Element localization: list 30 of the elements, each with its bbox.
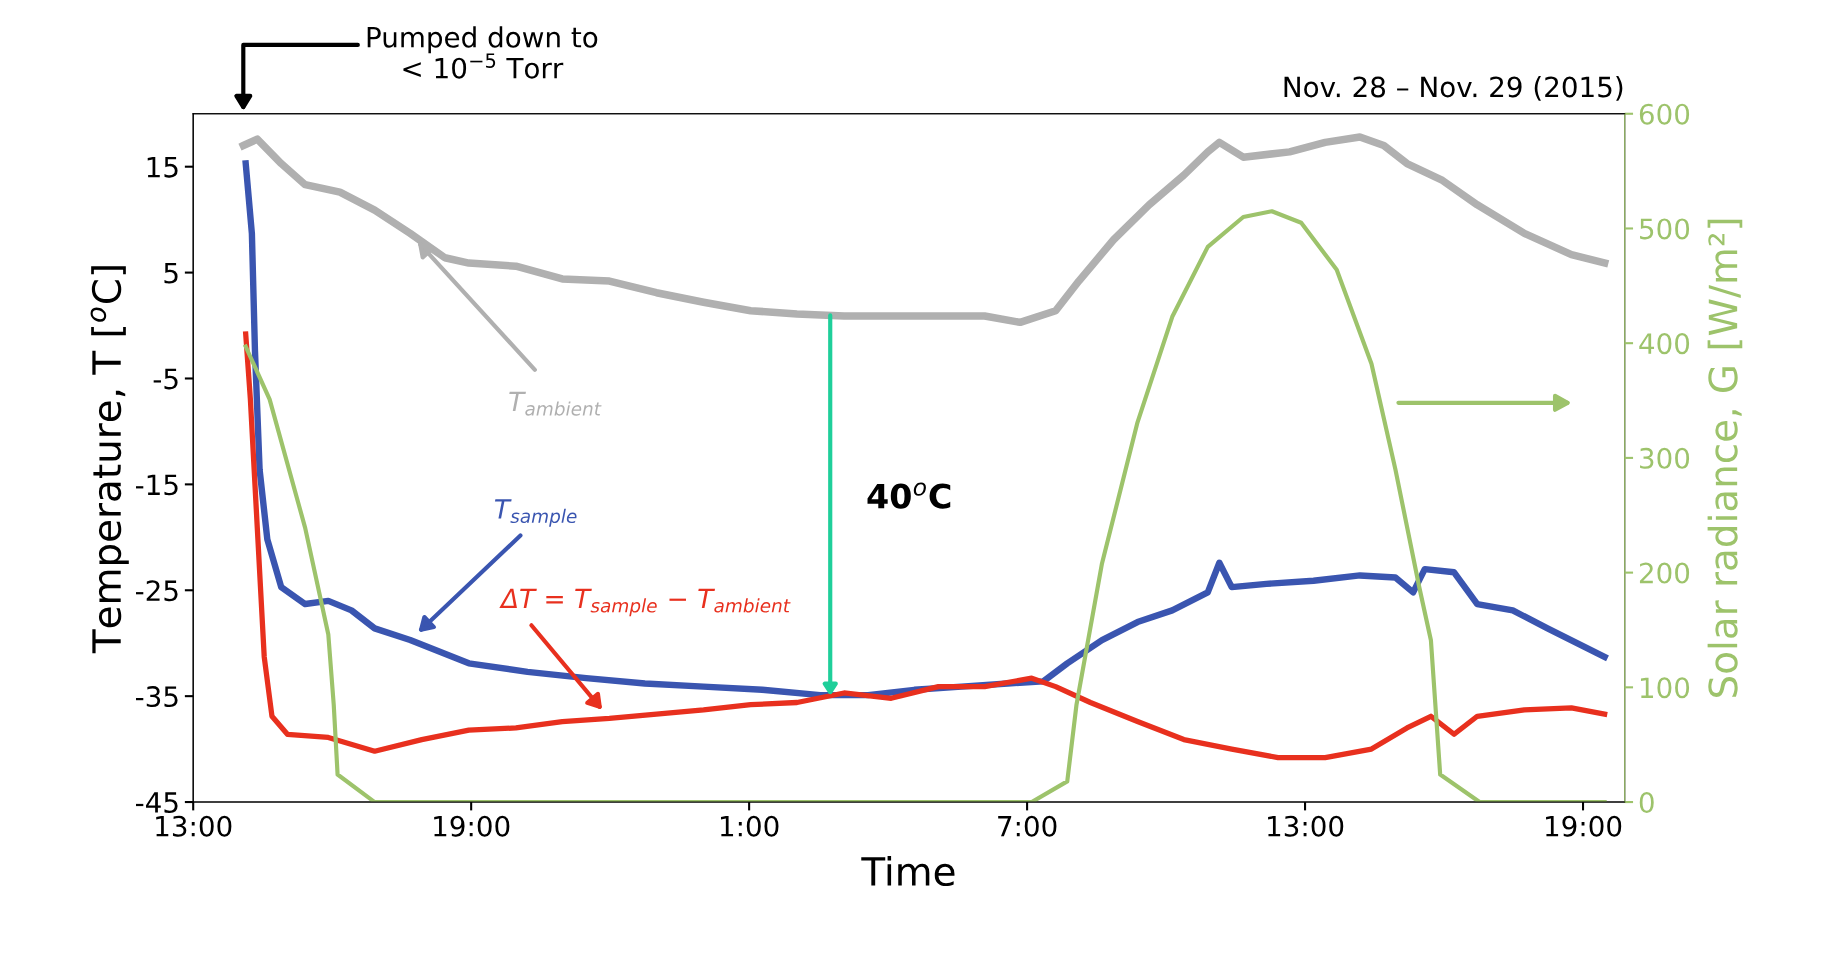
y-tick-label: -35 <box>136 686 178 708</box>
annotation: 40$^{o}$C <box>867 482 951 509</box>
y-tick-label: -5 <box>153 368 178 390</box>
x-tick-label: 1:00 <box>720 815 779 837</box>
line-series <box>243 209 1607 803</box>
y-tick-label: 5 <box>164 262 178 284</box>
y2-tick-label: 400 <box>1639 333 1690 355</box>
text: T$_{ambient}$ <box>509 391 602 416</box>
y2-tick-label: 300 <box>1640 447 1690 469</box>
y2-tick-label: 200 <box>1639 562 1690 584</box>
x-tick-label: 13:00 <box>1268 815 1344 837</box>
y2-axis-title: Solar radiance, G [W/m²] <box>1707 219 1743 697</box>
x-axis-title: Time <box>861 856 955 887</box>
y-axis-title: Temperature, T [$^{o}$C] <box>90 266 129 654</box>
chart-title: Nov. 28 – Nov. 29 (2015) <box>1284 76 1623 101</box>
x-tick-label: 7:00 <box>998 815 1057 837</box>
y2-tick-label: 100 <box>1640 677 1690 699</box>
y2-tick-label: 500 <box>1640 218 1690 240</box>
x-tick-label: 19:00 <box>1546 815 1622 837</box>
x-tick-label: 13:00 <box>156 815 232 837</box>
y-tick-label: 15 <box>147 157 178 178</box>
y-tick-label: -15 <box>136 474 178 496</box>
text: T$_{sample}$ <box>494 499 577 527</box>
y-tick-label: -25 <box>136 580 178 602</box>
y2-tick-label: 600 <box>1639 103 1690 125</box>
y2-tick-label: 0 <box>1639 791 1654 813</box>
y-tick-label: -45 <box>136 792 178 813</box>
text: Pumped down to < 10$^{−5}$ Torr <box>367 26 598 79</box>
text: ΔT = T$_{sample}$ − T$_{ambient}$ <box>499 588 791 617</box>
x-tick-label: 19:00 <box>434 815 510 837</box>
